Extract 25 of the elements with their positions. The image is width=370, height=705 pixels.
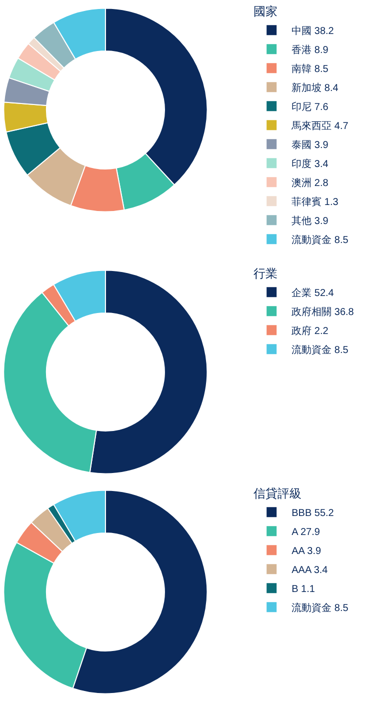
legend-label: A 27.9	[292, 527, 320, 538]
legend-label: 流動資金 8.5	[292, 602, 349, 614]
legend-title: 國家	[254, 4, 278, 19]
legend-label: BBB 55.2	[292, 508, 334, 519]
legend-label: 企業 52.4	[292, 287, 334, 299]
legend-label: 澳洲 2.8	[292, 177, 329, 189]
legend-label: 政府相關 36.8	[292, 306, 354, 318]
legend-label: 其他 3.9	[292, 215, 329, 227]
legend-label: 流動資金 8.5	[292, 234, 349, 246]
legend-label: 政府 2.2	[292, 325, 329, 337]
legend-label: AAA 3.4	[292, 565, 328, 576]
legend-label: 印尼 7.6	[292, 101, 329, 113]
legend-label: 香港 8.9	[292, 44, 329, 56]
legend-title: 信貸評級	[254, 486, 302, 501]
legend-label: 印度 3.4	[292, 158, 329, 170]
legend-label: 中國 38.2	[292, 25, 334, 37]
legend-label: AA 3.9	[292, 546, 322, 557]
legend-label: 馬來西亞 4.7	[290, 120, 349, 132]
legend-title: 行業	[254, 266, 278, 281]
legend-label: 菲律賓 1.3	[292, 196, 339, 208]
legend-label: 流動資金 8.5	[292, 344, 349, 356]
legend-label: 泰國 3.9	[292, 140, 329, 151]
legend-label: 南韓 8.5	[292, 63, 329, 75]
legend-label: 新加坡 8.4	[292, 82, 339, 94]
legend-label: B 1.1	[292, 584, 316, 595]
